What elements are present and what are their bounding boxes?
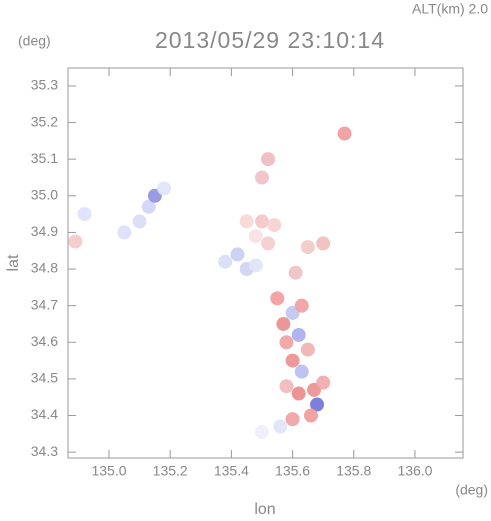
x-tick-label: 135.4	[214, 463, 249, 479]
echo-cell	[276, 316, 291, 331]
y-tick-label: 34.6	[31, 333, 58, 349]
x-axis-label: lon	[254, 501, 275, 518]
y-unit: (deg)	[18, 33, 51, 49]
x-tick-label: 135.2	[153, 463, 188, 479]
echo-cell	[248, 258, 263, 273]
echo-cell	[294, 364, 309, 379]
x-tick-label: 135.8	[336, 463, 371, 479]
echo-cell	[254, 425, 269, 439]
echo-cell	[254, 170, 269, 185]
y-tick-label: 35.1	[31, 150, 58, 166]
echo-cell	[291, 386, 306, 401]
echo-cell	[230, 247, 245, 262]
echo-cell	[68, 234, 83, 249]
echo-cell	[117, 225, 132, 240]
echo-cell	[316, 375, 331, 390]
echo-cell	[157, 181, 172, 196]
echo-cell	[279, 335, 294, 350]
echo-cell	[285, 412, 300, 427]
echo-cell	[300, 240, 315, 255]
y-tick-label: 35.2	[31, 113, 58, 129]
echo-cell	[285, 353, 300, 368]
echo-cell	[248, 229, 263, 244]
echo-cell	[288, 265, 303, 280]
echo-cell	[132, 214, 147, 229]
x-unit: (deg)	[455, 482, 488, 498]
echo-cell	[300, 342, 315, 357]
y-tick-label: 34.8	[31, 260, 58, 276]
y-tick-label: 35.3	[31, 77, 58, 93]
y-tick-label: 34.9	[31, 223, 58, 239]
echo-cell	[261, 152, 276, 167]
y-axis-label: lat	[5, 254, 22, 271]
echo-cell	[141, 199, 156, 214]
altitude: ALT(km) 2.0	[412, 1, 488, 17]
echo-cell	[294, 298, 309, 313]
echo-cell	[254, 214, 269, 229]
y-tick-label: 34.3	[31, 443, 58, 459]
y-tick-label: 34.4	[31, 406, 58, 422]
echo-cell	[261, 236, 276, 251]
echo-cell	[270, 291, 285, 306]
echo-cell	[239, 214, 254, 229]
echo-cell	[267, 218, 282, 233]
y-tick-label: 34.7	[31, 296, 58, 312]
echo-cell	[303, 408, 318, 423]
echo-cell	[316, 236, 331, 251]
echo-cell	[218, 254, 233, 269]
echo-cell	[291, 327, 306, 342]
x-tick-label: 135.0	[91, 463, 126, 479]
chart-title: 2013/05/29 23:10:14	[155, 27, 385, 53]
echo-cell	[279, 379, 294, 394]
echo-cell	[337, 126, 352, 141]
x-tick-label: 135.6	[275, 463, 310, 479]
x-tick-label: 136.0	[397, 463, 432, 479]
echo-cell	[310, 397, 325, 412]
y-tick-label: 34.5	[31, 370, 58, 386]
plot-frame	[67, 67, 464, 459]
y-tick-label: 35.0	[31, 187, 58, 203]
echo-cell	[273, 419, 288, 434]
echo-cell	[77, 207, 92, 222]
